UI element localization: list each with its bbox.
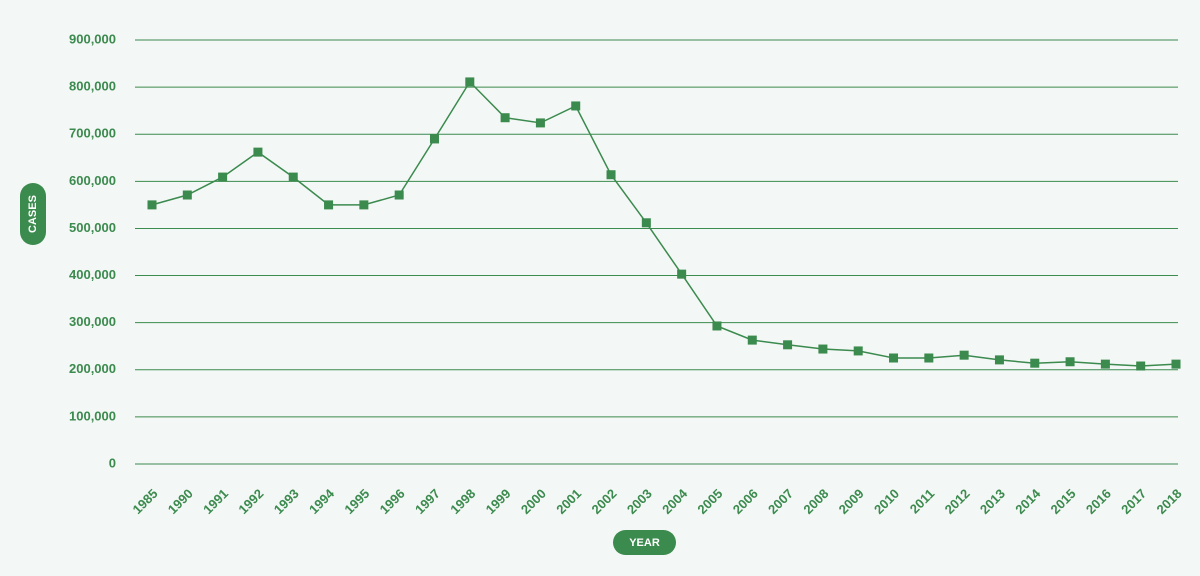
point-marker — [924, 353, 934, 363]
point-marker — [394, 190, 404, 200]
point-marker — [218, 172, 228, 182]
y-label-pill — [20, 183, 46, 245]
y-tick-label: 300,000 — [69, 314, 116, 329]
point-marker — [182, 190, 192, 200]
point-marker — [853, 346, 863, 356]
point-marker — [606, 170, 616, 180]
point-marker — [535, 118, 545, 128]
point-marker — [712, 321, 722, 331]
point-marker — [747, 335, 757, 345]
point-marker — [253, 147, 263, 157]
y-axis-label: CASES — [27, 195, 39, 233]
point-marker — [1065, 357, 1075, 367]
y-tick-label: 600,000 — [69, 173, 116, 188]
y-tick-label: 700,000 — [69, 126, 116, 141]
point-marker — [959, 350, 969, 360]
y-tick-label: 800,000 — [69, 79, 116, 94]
point-marker — [889, 353, 899, 363]
point-marker — [677, 269, 687, 279]
point-marker — [359, 200, 369, 210]
y-tick-label: 500,000 — [69, 220, 116, 235]
point-marker — [147, 200, 157, 210]
point-marker — [571, 101, 581, 111]
point-marker — [641, 218, 651, 228]
y-tick-label: 200,000 — [69, 361, 116, 376]
y-tick-label: 900,000 — [69, 31, 116, 46]
point-marker — [818, 344, 828, 354]
point-marker — [324, 200, 334, 210]
x-label-pill — [613, 530, 676, 555]
point-marker — [1136, 361, 1146, 371]
y-tick-label: 400,000 — [69, 267, 116, 282]
point-marker — [429, 134, 439, 144]
y-tick-label: 0 — [109, 455, 116, 470]
point-marker — [288, 172, 298, 182]
point-marker — [500, 113, 510, 123]
point-marker — [465, 77, 475, 87]
point-marker — [1030, 358, 1040, 368]
y-tick-label: 100,000 — [69, 408, 116, 423]
x-axis-label: YEAR — [629, 537, 660, 549]
point-marker — [994, 355, 1004, 365]
point-marker — [783, 340, 793, 350]
series-line — [151, 80, 1177, 367]
point-marker — [1171, 359, 1181, 369]
point-marker — [1100, 359, 1110, 369]
